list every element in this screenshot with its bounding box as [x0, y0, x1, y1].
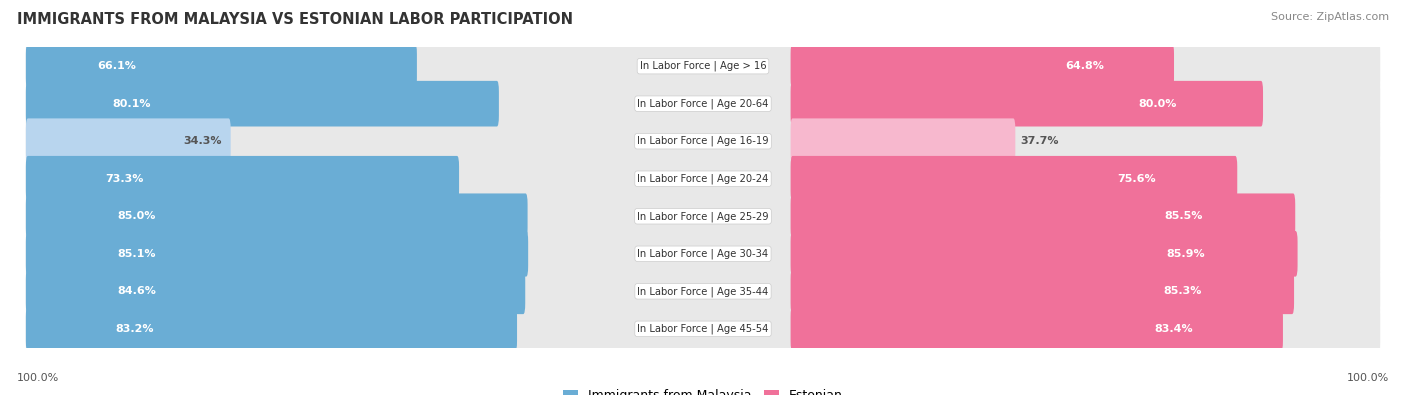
- FancyBboxPatch shape: [25, 41, 1381, 92]
- FancyBboxPatch shape: [25, 78, 1381, 129]
- FancyBboxPatch shape: [25, 81, 499, 126]
- FancyBboxPatch shape: [790, 269, 1294, 314]
- Text: 34.3%: 34.3%: [183, 136, 222, 146]
- Text: 80.1%: 80.1%: [112, 99, 150, 109]
- Text: IMMIGRANTS FROM MALAYSIA VS ESTONIAN LABOR PARTICIPATION: IMMIGRANTS FROM MALAYSIA VS ESTONIAN LAB…: [17, 12, 572, 27]
- FancyBboxPatch shape: [25, 156, 460, 201]
- Text: 83.4%: 83.4%: [1154, 324, 1194, 334]
- FancyBboxPatch shape: [790, 194, 1295, 239]
- Text: 80.0%: 80.0%: [1139, 99, 1177, 109]
- Text: 75.6%: 75.6%: [1116, 174, 1156, 184]
- FancyBboxPatch shape: [790, 231, 1298, 276]
- Text: 85.0%: 85.0%: [118, 211, 156, 221]
- FancyBboxPatch shape: [25, 118, 231, 164]
- FancyBboxPatch shape: [25, 269, 526, 314]
- FancyBboxPatch shape: [790, 118, 1015, 164]
- FancyBboxPatch shape: [25, 116, 1381, 167]
- Text: In Labor Force | Age 30-34: In Labor Force | Age 30-34: [637, 248, 769, 259]
- Text: In Labor Force | Age 45-54: In Labor Force | Age 45-54: [637, 324, 769, 334]
- FancyBboxPatch shape: [25, 306, 517, 352]
- Text: 85.9%: 85.9%: [1167, 249, 1205, 259]
- Text: Source: ZipAtlas.com: Source: ZipAtlas.com: [1271, 12, 1389, 22]
- FancyBboxPatch shape: [790, 156, 1237, 201]
- Text: 100.0%: 100.0%: [1347, 373, 1389, 383]
- FancyBboxPatch shape: [25, 43, 418, 89]
- FancyBboxPatch shape: [25, 153, 1381, 204]
- Text: 85.5%: 85.5%: [1164, 211, 1204, 221]
- Text: In Labor Force | Age 25-29: In Labor Force | Age 25-29: [637, 211, 769, 222]
- Text: In Labor Force | Age 20-24: In Labor Force | Age 20-24: [637, 173, 769, 184]
- Text: 73.3%: 73.3%: [105, 174, 143, 184]
- Text: In Labor Force | Age > 16: In Labor Force | Age > 16: [640, 61, 766, 71]
- Text: 64.8%: 64.8%: [1064, 61, 1104, 71]
- Text: In Labor Force | Age 20-64: In Labor Force | Age 20-64: [637, 98, 769, 109]
- FancyBboxPatch shape: [790, 81, 1263, 126]
- Text: 85.3%: 85.3%: [1164, 286, 1202, 296]
- Legend: Immigrants from Malaysia, Estonian: Immigrants from Malaysia, Estonian: [558, 384, 848, 395]
- Text: 66.1%: 66.1%: [97, 61, 136, 71]
- FancyBboxPatch shape: [25, 231, 529, 276]
- Text: 100.0%: 100.0%: [17, 373, 59, 383]
- FancyBboxPatch shape: [25, 266, 1381, 317]
- Text: 84.6%: 84.6%: [117, 286, 156, 296]
- FancyBboxPatch shape: [790, 306, 1282, 352]
- Text: In Labor Force | Age 35-44: In Labor Force | Age 35-44: [637, 286, 769, 297]
- Text: In Labor Force | Age 16-19: In Labor Force | Age 16-19: [637, 136, 769, 147]
- Text: 37.7%: 37.7%: [1021, 136, 1059, 146]
- Text: 85.1%: 85.1%: [118, 249, 156, 259]
- FancyBboxPatch shape: [25, 191, 1381, 242]
- Text: 83.2%: 83.2%: [115, 324, 155, 334]
- FancyBboxPatch shape: [25, 228, 1381, 279]
- FancyBboxPatch shape: [25, 194, 527, 239]
- FancyBboxPatch shape: [790, 43, 1174, 89]
- FancyBboxPatch shape: [25, 303, 1381, 354]
